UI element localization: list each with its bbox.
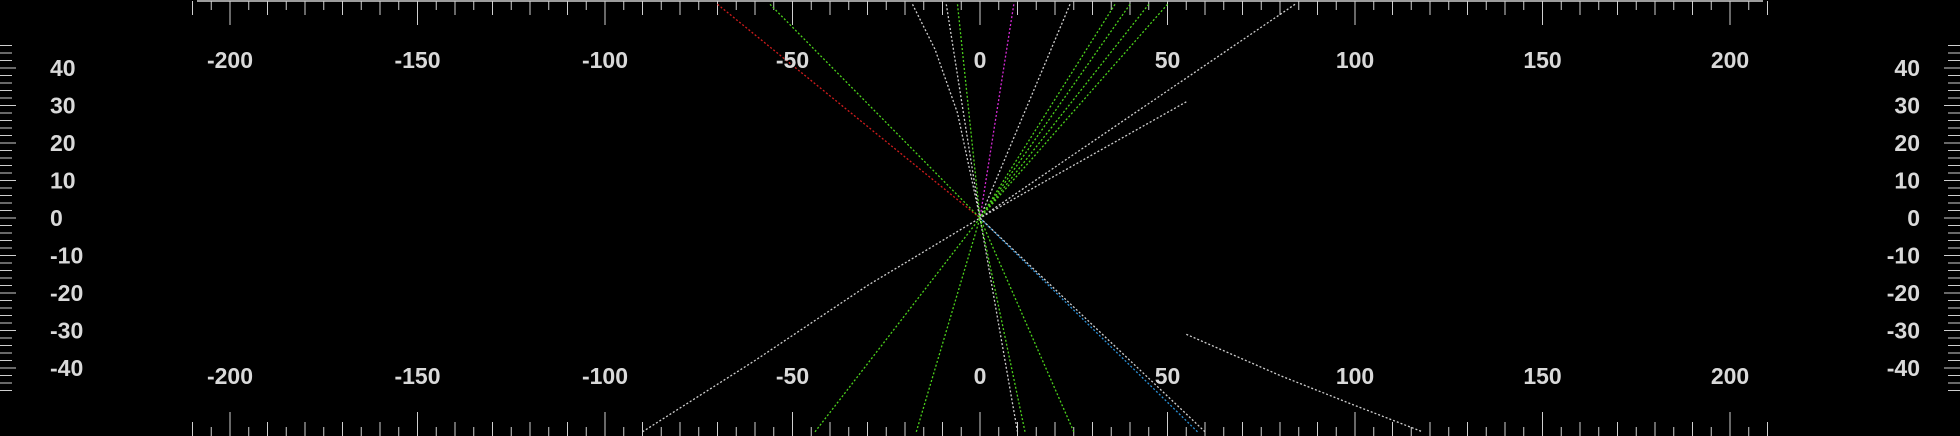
x-tick-label-bottom: 50: [1155, 363, 1181, 389]
right-y-ruler: [1944, 45, 1960, 391]
y-tick-label-left: 20: [50, 130, 76, 156]
y-tick-label-left: -30: [50, 318, 83, 344]
y-tick-label-right: 0: [1907, 205, 1920, 231]
series-line-15: [814, 217, 981, 433]
bottom-x-ruler: [192, 412, 1768, 436]
y-tick-label-right: -10: [1887, 243, 1920, 269]
y-tick-label-right: -40: [1887, 355, 1920, 381]
x-tick-label-bottom: 200: [1711, 363, 1749, 389]
x-tick-label-top: 200: [1711, 47, 1749, 73]
series-line-7: [979, 4, 1071, 219]
series-line-18: [979, 217, 1026, 432]
y-tick-label-left: -20: [50, 280, 83, 306]
series-line-14: [642, 217, 981, 433]
y-tick-label-right: 40: [1894, 55, 1920, 81]
x-tick-label-top: -100: [582, 47, 628, 73]
x-tick-label-top: 150: [1523, 47, 1561, 73]
y-tick-label-left: -10: [50, 243, 83, 269]
series-line-4: [945, 4, 981, 219]
series-line-10: [979, 3, 1150, 219]
series-line-16: [915, 217, 981, 432]
series-line-9: [979, 3, 1131, 219]
x-tick-label-top: 100: [1336, 47, 1374, 73]
y-tick-label-left: 0: [50, 205, 63, 231]
x-tick-label-bottom: -200: [207, 363, 253, 389]
series-line-11: [979, 3, 1168, 219]
y-tick-label-left: 30: [50, 93, 76, 119]
y-tick-label-right: -30: [1887, 318, 1920, 344]
y-tick-label-left: 10: [50, 168, 76, 194]
x-tick-label-bottom: 100: [1336, 363, 1374, 389]
top-x-ruler: [192, 0, 1768, 25]
series-line-12: [979, 3, 1296, 219]
series-line-2: [769, 3, 981, 219]
x-tick-label-top: -200: [207, 47, 253, 73]
series-line-20: [979, 217, 1198, 433]
series-line-13: [979, 101, 1187, 219]
y-tick-label-right: 20: [1894, 130, 1920, 156]
left-y-ruler: [0, 45, 16, 391]
series-layer: [642, 3, 1423, 433]
y-tick-label-right: 30: [1894, 93, 1920, 119]
x-tick-label-bottom: 150: [1523, 363, 1561, 389]
x-tick-label-bottom: -150: [394, 363, 440, 389]
y-tick-label-right: -20: [1887, 280, 1920, 306]
x-tick-label-top: 0: [974, 47, 987, 73]
y-tick-label-left: 40: [50, 55, 76, 81]
x-tick-label-bottom: -100: [582, 363, 628, 389]
series-line-6: [979, 4, 1015, 219]
x-tick-label-bottom: -50: [776, 363, 809, 389]
y-tick-label-left: -40: [50, 355, 83, 381]
series-line-17: [979, 217, 1019, 432]
series-line-19: [979, 217, 1075, 433]
series-line-3: [911, 4, 981, 219]
x-tick-label-top: -50: [776, 47, 809, 73]
x-tick-label-bottom: 0: [974, 363, 987, 389]
series-line-1: [717, 3, 981, 219]
y-tick-label-right: 10: [1894, 168, 1920, 194]
tick-labels-layer: -200-200-150-150-100-100-50-500050501001…: [50, 47, 1920, 389]
x-tick-label-top: 50: [1155, 47, 1181, 73]
x-tick-label-top: -150: [394, 47, 440, 73]
